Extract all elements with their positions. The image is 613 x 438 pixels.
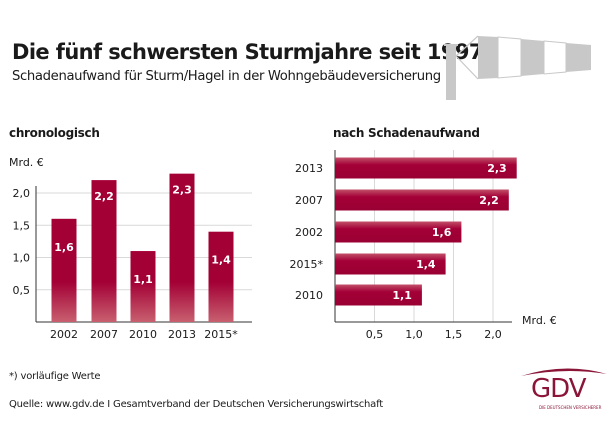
footnote: *) vorläufige Werte bbox=[9, 371, 101, 382]
chart-right-title: nach Schadenaufwand bbox=[333, 126, 480, 140]
chart-left-title: chronologisch bbox=[9, 126, 100, 140]
bar bbox=[335, 189, 509, 211]
x-tick-label: 2002 bbox=[50, 328, 78, 341]
bar-value-label: 2,3 bbox=[172, 184, 192, 197]
bar-value-label: 2,3 bbox=[487, 162, 507, 175]
page-title: Die fünf schwersten Sturmjahre seit 1997 bbox=[12, 40, 484, 64]
bar-value-label: 1,6 bbox=[54, 241, 74, 254]
y-tick-label: 2007 bbox=[295, 194, 323, 207]
x-tick-label: 2010 bbox=[129, 328, 157, 341]
page-subtitle: Schadenaufwand für Sturm/Hagel in der Wo… bbox=[12, 69, 441, 84]
bar-value-label: 1,1 bbox=[392, 289, 412, 302]
source-note: Quelle: www.gdv.de I Gesamtverband der D… bbox=[9, 399, 383, 410]
bar-value-label: 1,4 bbox=[416, 258, 436, 271]
bar bbox=[335, 221, 462, 243]
chart-right-unit: Mrd. € bbox=[522, 314, 557, 327]
x-tick-label: 2,0 bbox=[484, 328, 502, 341]
y-tick-label: 2002 bbox=[295, 226, 323, 239]
y-tick-label: 2010 bbox=[295, 289, 323, 302]
bar-value-label: 1,6 bbox=[432, 226, 452, 239]
x-tick-label: 1,0 bbox=[405, 328, 423, 341]
bar-value-label: 2,2 bbox=[94, 190, 114, 203]
y-tick-label: 2,0 bbox=[13, 187, 31, 200]
x-tick-label: 2015* bbox=[204, 328, 238, 341]
chart-right: 0,5 1,0 1,5 2,0 2,3 2013 2,2 2007 1,6 2002 1,4 2015… bbox=[290, 150, 517, 341]
y-tick-label: 1,5 bbox=[13, 219, 31, 232]
y-tick-label: 0,5 bbox=[13, 284, 31, 297]
bar-value-label: 1,4 bbox=[211, 254, 231, 267]
bar bbox=[335, 157, 517, 179]
gdv-logo: GDV DIE DEUTSCHEN VERSICHERER bbox=[515, 364, 611, 414]
x-tick-label: 0,5 bbox=[366, 328, 384, 341]
y-tick-label: 1,0 bbox=[13, 252, 31, 265]
bar-fade bbox=[208, 282, 234, 322]
logo-tagline: DIE DEUTSCHEN VERSICHERER bbox=[539, 405, 602, 410]
bar-fade bbox=[130, 282, 156, 322]
x-tick-label: 2007 bbox=[90, 328, 118, 341]
bar-fade bbox=[51, 282, 77, 322]
bar bbox=[335, 284, 422, 306]
bar-fade bbox=[169, 282, 195, 322]
x-tick-label: 2013 bbox=[168, 328, 196, 341]
bar-value-label: 1,1 bbox=[133, 273, 153, 286]
chart-left: 0,5 1,0 1,5 2,0 1,6 2002 2,2 2007 1,1 2010 2,3 2013… bbox=[13, 173, 252, 341]
bar-fade bbox=[91, 282, 117, 322]
chart-left-unit: Mrd. € bbox=[9, 156, 44, 169]
logo-arc-icon bbox=[521, 368, 607, 376]
logo-text: GDV bbox=[531, 374, 586, 404]
x-tick-label: 1,5 bbox=[445, 328, 463, 341]
bar-value-label: 2,2 bbox=[479, 194, 499, 207]
bar bbox=[335, 253, 446, 275]
y-tick-label: 2015* bbox=[290, 258, 324, 271]
y-tick-label: 2013 bbox=[295, 162, 323, 175]
